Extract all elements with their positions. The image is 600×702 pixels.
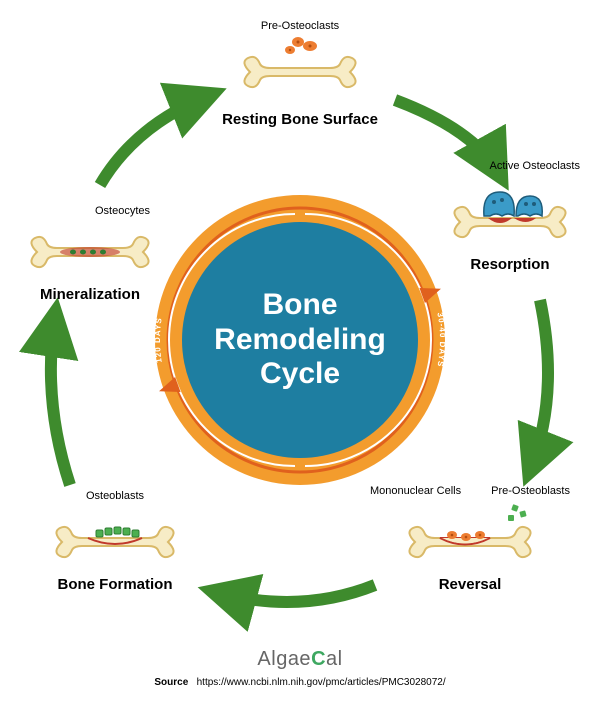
stage-resting: Pre-Osteoclasts Resting Bone Surface — [220, 20, 380, 128]
resorption-label: Resorption — [430, 256, 590, 273]
resorption-cell-label: Active Osteoclasts — [430, 160, 590, 172]
reversal-cell-label-left: Mononuclear Cells — [370, 485, 461, 497]
source-line: Source https://www.ncbi.nlm.nih.gov/pmc/… — [0, 677, 600, 688]
mineralization-cell-label: Osteocytes — [10, 205, 170, 217]
stage-resorption: Active Osteoclasts Resorption — [430, 160, 590, 273]
bone-mineralization-icon — [15, 217, 165, 277]
bone-resting-icon — [230, 32, 370, 102]
formation-cell-label: Osteoblasts — [35, 490, 195, 502]
resting-cell-label: Pre-Osteoclasts — [220, 20, 380, 32]
stage-formation: Osteoblasts Bone Formation — [35, 490, 195, 593]
footer: AlgaeCal Source https://www.ncbi.nlm.nih… — [0, 648, 600, 688]
bone-formation-icon — [40, 502, 190, 567]
source-label: Source — [154, 677, 188, 688]
arrow-2 — [530, 300, 548, 470]
brand-accent: C — [311, 648, 326, 670]
arrow-4 — [51, 315, 70, 485]
arrow-5 — [100, 95, 210, 185]
bone-remodeling-diagram: 30-40 DAYS 120 DAYS Bone Remodeling Cycl… — [0, 0, 600, 702]
mineralization-label: Mineralization — [10, 286, 170, 303]
formation-label: Bone Formation — [35, 576, 195, 593]
bone-reversal-icon — [390, 497, 550, 567]
arrow-3 — [215, 585, 375, 602]
brand-pre: Algae — [257, 648, 311, 670]
source-url: https://www.ncbi.nlm.nih.gov/pmc/article… — [197, 677, 446, 688]
stage-mineralization: Osteocytes Mineralization — [10, 205, 170, 303]
bone-resorption-icon — [440, 172, 580, 247]
stage-reversal: Mononuclear Cells Pre-Osteoblasts Revers… — [370, 485, 570, 593]
reversal-label: Reversal — [370, 576, 570, 593]
brand-logo: AlgaeCal — [0, 648, 600, 671]
reversal-cell-label-right: Pre-Osteoblasts — [491, 485, 570, 497]
brand-post: al — [326, 648, 343, 670]
resting-label: Resting Bone Surface — [220, 111, 380, 128]
